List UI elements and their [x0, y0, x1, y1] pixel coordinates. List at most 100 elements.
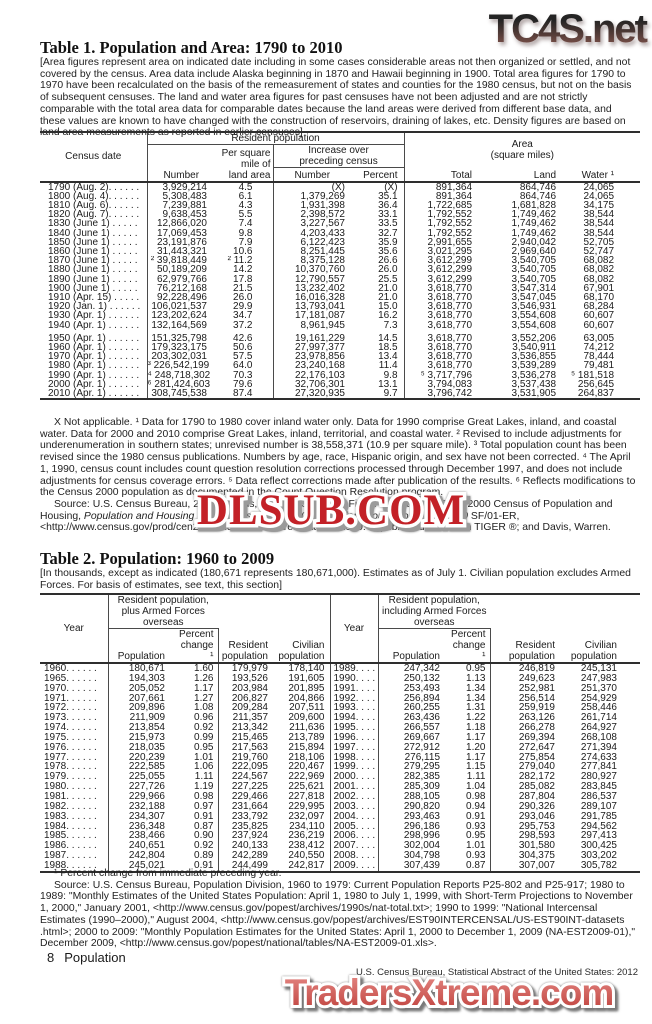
table-cell: 2010 (Apr. 1) . . . . . .	[40, 388, 148, 400]
table-cell: 279,295	[403, 762, 440, 773]
table2-notes: ¹ Percent change from immediate precedin…	[40, 868, 640, 950]
table2-header: Year Resident population, plus Armed For…	[40, 594, 640, 664]
table-cell: (X)	[331, 181, 345, 192]
group-header-increase: Increase over preceding census	[273, 144, 405, 168]
table-cell: 3,618,770	[427, 292, 473, 303]
table-cell: 3,618,770	[427, 332, 473, 343]
table-cell: 3,531,905	[511, 388, 557, 399]
table-cell: 3,612,299	[427, 256, 473, 266]
table-cell: 302,004	[403, 841, 440, 852]
table-cell: 247,983	[580, 673, 617, 684]
table-cell: 211,909	[129, 713, 165, 724]
table-cell: 1979. . . . . .	[40, 772, 109, 783]
table-row: 1979. . . . . . 225,055 1.11 224,567 222,969…	[40, 772, 640, 783]
table-cell: 3,612,299	[427, 274, 473, 284]
table-cell: 26.6	[351, 256, 405, 266]
table-cell: 201,895	[274, 683, 331, 694]
table-cell: 70.3	[215, 370, 274, 380]
table-cell: 1940 (Apr. 1) . . . . . .	[40, 320, 148, 330]
table-row: 1870 (June 1) . . . . .² 39,818,449 ² 11.…	[40, 256, 640, 266]
table-cell: 220,467	[274, 762, 331, 773]
table-cell: 9.7	[351, 388, 405, 400]
table-cell: 3,618,770	[427, 302, 473, 312]
table-cell: 293,463	[403, 811, 440, 822]
table-cell: 276,115	[404, 752, 440, 763]
table-cell: 1973. . . . . .	[40, 713, 109, 724]
table-cell: 272,647	[518, 742, 555, 753]
table-cell: 1.34	[448, 693, 491, 704]
table-cell: 6.1	[215, 191, 274, 201]
table-cell: 242,289	[231, 851, 268, 861]
table-row: 1930 (Apr. 1) . . . . . . 123,202,624 34.7…	[40, 311, 640, 321]
table-cell: 1870 (June 1) . . . . .	[40, 256, 148, 266]
col-header-year-left: Year	[40, 594, 109, 664]
col-header-civilian-left: Civilian population	[274, 628, 330, 664]
table-row: 1980 (Apr. 1) . . . . . .³ 226,542,199 64…	[40, 361, 640, 371]
table-row: 1986. . . . . . 240,651 0.92 240,133 238,412…	[40, 841, 640, 852]
table-cell: 303,202	[580, 851, 617, 861]
table-cell: 32.7	[351, 228, 405, 238]
table-cell: 1982. . . . . .	[40, 801, 109, 812]
table-row: 1978. . . . . . 222,585 1.06 222,095 220,467…	[40, 762, 640, 773]
table-row: 1975. . . . . . 215,973 0.99 215,465 213,789…	[40, 732, 640, 743]
table-cell: 3,546,931	[511, 302, 557, 312]
table-cell: (X)	[351, 181, 405, 192]
table-cell: 1950 (Apr. 1) . . . . . .	[40, 329, 148, 343]
table-cell: 2009. . . . .	[330, 860, 379, 872]
col-header-increase-number: Number	[273, 167, 351, 183]
table-cell: 1985. . . . . .	[40, 831, 109, 842]
table-cell: 234,307	[128, 811, 165, 822]
table-cell: 10.6	[215, 246, 274, 257]
table-cell: 287,804	[518, 791, 555, 802]
table2-title: Table 2. Population: 1960 to 2009	[40, 549, 275, 568]
table-cell: 60,607	[583, 311, 615, 321]
table-cell: 254,929	[580, 693, 617, 704]
col-header-census-date: Census date	[40, 132, 148, 183]
col-header-population-right: Population	[378, 628, 448, 664]
table-cell: 238,466	[128, 831, 165, 842]
table-cell: 301,580	[518, 841, 555, 852]
table-cell: 12,790,557	[294, 274, 345, 284]
table-cell: 16,016,328	[294, 292, 345, 303]
table-cell: 207,511	[274, 703, 331, 714]
table-cell: 29.9	[215, 302, 274, 312]
table1-bracket-note: [Area figures represent area on indicate…	[40, 57, 632, 139]
table-cell: 16.2	[351, 311, 405, 321]
table-cell: 1965. . . . . .	[40, 673, 109, 684]
table-cell: 1980. . . . . .	[40, 782, 109, 792]
table-cell: 2,940,042	[511, 237, 557, 247]
table-cell: 123,202,624	[151, 311, 207, 321]
table-cell: 2004. . . . .	[330, 811, 379, 822]
table-cell: 1,749,462	[511, 228, 557, 238]
table-cell: 1880 (June 1) . . . . .	[40, 265, 148, 275]
table-cell: 0.98	[448, 791, 491, 802]
table-cell: 13.4	[351, 352, 405, 362]
table-cell: 1,749,462	[511, 219, 557, 229]
table-cell: 23,978,856	[294, 352, 345, 362]
table-cell: 68,170	[583, 292, 615, 303]
table-row: 1980. . . . . . 227,726 1.19 227,225 225,621…	[40, 782, 640, 792]
table-cell: 1.01	[448, 841, 491, 852]
table-cell: 17,069,453	[156, 228, 207, 238]
table-row: 1940 (Apr. 1) . . . . . . 132,164,569 37.2…	[40, 320, 640, 330]
table-row: 2010 (Apr. 1) . . . . . . 308,745,538 87.4…	[40, 388, 640, 400]
table-cell: 3,796,742	[427, 388, 473, 399]
table-cell: 1,931,398	[300, 200, 346, 211]
table-cell: 79.6	[215, 379, 274, 389]
table-row: 1790 (Aug. 2). . . . . . 3,929,214 4.5 (X) (…	[40, 181, 640, 192]
table-cell: 1980 (Apr. 1) . . . . . .	[40, 361, 148, 371]
table-cell: 1996. . . . .	[330, 732, 379, 743]
table-cell: 258,446	[580, 703, 617, 714]
table1-source-b: Population and Housing Unit Counts; Cens…	[83, 510, 469, 522]
table-cell: 218,106	[274, 752, 331, 763]
table-row: 1970 (Apr. 1) . . . . . . 203,302,031 57.5…	[40, 352, 640, 362]
table-cell: 17,181,087	[294, 311, 345, 321]
table-cell: 179,979	[231, 663, 268, 674]
table-cell: 1.18	[448, 723, 491, 733]
table-cell: 891,364	[435, 191, 473, 201]
table-cell: 237,924	[231, 831, 268, 842]
table-row: 2000 (Apr. 1) . . . . . .⁶ 281,424,603 79…	[40, 379, 640, 389]
table-row: 1960. . . . . . 180,671 1.60 179,979 178,140…	[40, 663, 640, 674]
table-cell: 33.1	[351, 210, 405, 220]
col-header-land: Land	[486, 167, 567, 183]
